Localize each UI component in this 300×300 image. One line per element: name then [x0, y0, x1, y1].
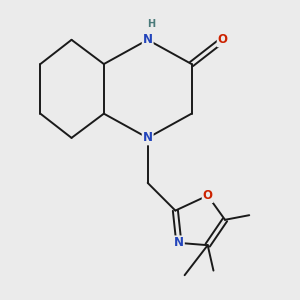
Text: N: N — [174, 236, 184, 249]
Text: O: O — [203, 189, 213, 202]
Text: N: N — [143, 131, 153, 144]
Text: H: H — [147, 19, 155, 29]
Text: O: O — [218, 33, 228, 46]
Text: N: N — [143, 33, 153, 46]
